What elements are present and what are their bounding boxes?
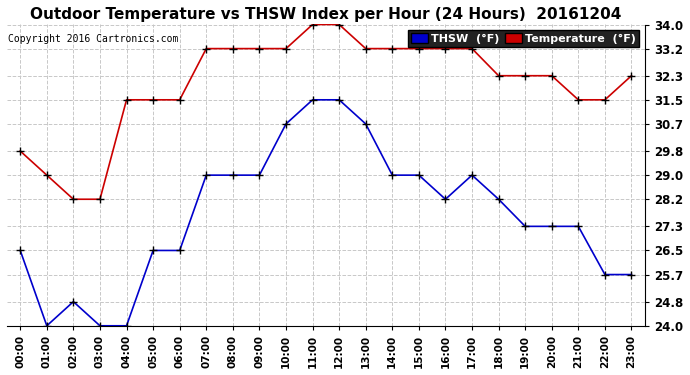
Legend: THSW  (°F), Temperature  (°F): THSW (°F), Temperature (°F) [408, 30, 639, 48]
Text: Copyright 2016 Cartronics.com: Copyright 2016 Cartronics.com [8, 33, 179, 44]
Title: Outdoor Temperature vs THSW Index per Hour (24 Hours)  20161204: Outdoor Temperature vs THSW Index per Ho… [30, 7, 622, 22]
